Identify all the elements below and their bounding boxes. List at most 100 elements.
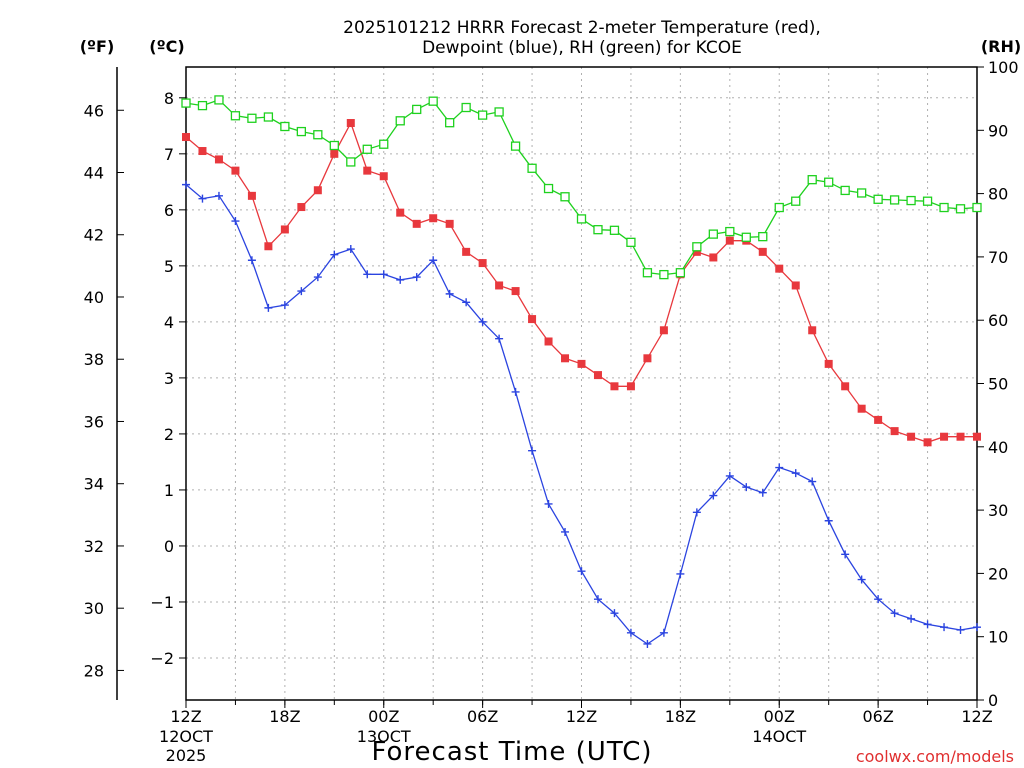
rh-point xyxy=(247,113,257,123)
rh-point xyxy=(939,202,949,213)
dewpoint-point xyxy=(412,273,421,282)
dewpoint-point xyxy=(330,250,339,259)
temperature-point xyxy=(940,432,949,441)
celsius-axis-label: (ºC) xyxy=(149,37,184,56)
fahrenheit-tick-label: 40 xyxy=(84,288,104,307)
temperature-point xyxy=(874,415,883,424)
dewpoint-point xyxy=(626,628,635,637)
x-tick-date-label: 14OCT xyxy=(752,727,806,746)
fahrenheit-tick-label: 30 xyxy=(84,599,104,618)
temperature-point xyxy=(445,219,454,228)
rh-point xyxy=(807,175,817,185)
temperature-point xyxy=(890,427,899,436)
rh-point xyxy=(576,214,587,224)
dewpoint-point xyxy=(182,180,190,189)
celsius-tick-label: 7 xyxy=(164,145,174,164)
temperature-point xyxy=(544,337,553,346)
dewpoint-point xyxy=(973,623,981,632)
dewpoint-point xyxy=(808,477,817,486)
rh-tick-label: 80 xyxy=(988,185,1008,204)
rh-tick-label: 50 xyxy=(988,375,1008,394)
dewpoint-point xyxy=(363,270,372,279)
dewpoint-point xyxy=(857,575,866,584)
temperature-point xyxy=(626,382,635,391)
celsius-tick-label: 8 xyxy=(164,89,174,108)
dewpoint-point xyxy=(264,303,273,312)
rh-tick-label: 10 xyxy=(988,628,1008,647)
fahrenheit-axis-label: (ºF) xyxy=(80,37,115,56)
fahrenheit-tick-label: 28 xyxy=(84,661,104,680)
temperature-point xyxy=(973,432,981,441)
dewpoint-point xyxy=(890,609,899,618)
dewpoint-point xyxy=(231,217,240,226)
rh-point xyxy=(280,121,290,132)
rh-point xyxy=(708,229,718,239)
temperature-point xyxy=(791,281,800,290)
rh-point xyxy=(791,196,801,206)
rh-point xyxy=(873,194,883,204)
rh-tick-label: 100 xyxy=(988,58,1019,77)
temperature-point xyxy=(956,432,965,441)
rh-point xyxy=(445,118,455,128)
x-tick-label: 12Z xyxy=(961,707,992,726)
dewpoint-point xyxy=(495,334,504,343)
temperature-point xyxy=(280,225,289,234)
rh-point xyxy=(972,202,982,213)
temperature-point xyxy=(643,354,652,363)
dewpoint-point xyxy=(511,387,520,396)
rh-tick-label: 20 xyxy=(988,564,1008,583)
rh-point xyxy=(395,116,405,126)
dewpoint-point xyxy=(742,483,751,492)
rh-point xyxy=(642,268,653,278)
temperature-point xyxy=(659,326,668,335)
dewpoint-point xyxy=(593,595,602,604)
temperature-point xyxy=(429,214,438,223)
dewpoint-point xyxy=(429,256,438,265)
rh-point xyxy=(922,196,933,206)
x-tick-label: 06Z xyxy=(862,707,893,726)
dewpoint-point xyxy=(725,471,734,480)
temperature-point xyxy=(346,119,355,128)
temperature-point xyxy=(182,133,190,142)
rh-point xyxy=(856,188,867,198)
temperature-point xyxy=(808,326,817,335)
dewpoint-point xyxy=(907,614,916,623)
x-tick-date-label: 13OCT xyxy=(357,727,411,746)
rh-point xyxy=(824,177,834,187)
dewpoint-point xyxy=(478,317,487,326)
rh-point xyxy=(313,130,323,140)
x-tick-label: 12Z xyxy=(566,707,597,726)
dewpoint-point xyxy=(577,567,586,576)
dewpoint-point xyxy=(561,527,570,536)
dewpoint-point xyxy=(379,270,388,279)
rh-point xyxy=(840,185,850,196)
rh-point xyxy=(955,204,966,214)
rh-point xyxy=(494,107,504,117)
dewpoint-point xyxy=(841,550,850,559)
temperature-point xyxy=(495,281,504,290)
temperature-point xyxy=(511,287,520,296)
dewpoint-point xyxy=(297,287,306,296)
rh-point xyxy=(510,141,521,151)
fahrenheit-tick-label: 44 xyxy=(84,164,104,183)
rh-point xyxy=(527,163,537,173)
temperature-point xyxy=(923,438,932,447)
temperature-point xyxy=(313,186,322,195)
rh-point xyxy=(428,96,438,106)
dewpoint-point xyxy=(956,625,965,634)
rh-point xyxy=(560,192,570,202)
x-tick-label: 00Z xyxy=(368,707,399,726)
celsius-tick-label: 2 xyxy=(164,425,174,444)
rh-point xyxy=(477,110,488,120)
rh-point xyxy=(329,140,339,151)
dewpoint-point xyxy=(396,275,405,284)
rh-tick-label: 60 xyxy=(988,311,1008,330)
data-series xyxy=(181,95,982,648)
x-tick-label: 18Z xyxy=(269,707,300,726)
dewpoint-point xyxy=(775,463,784,472)
celsius-tick-label: 3 xyxy=(164,369,174,388)
celsius-tick-label: −2 xyxy=(150,649,174,668)
rh-point xyxy=(906,195,916,206)
rh-tick-label: 30 xyxy=(988,501,1008,520)
celsius-tick-label: 5 xyxy=(164,257,174,276)
